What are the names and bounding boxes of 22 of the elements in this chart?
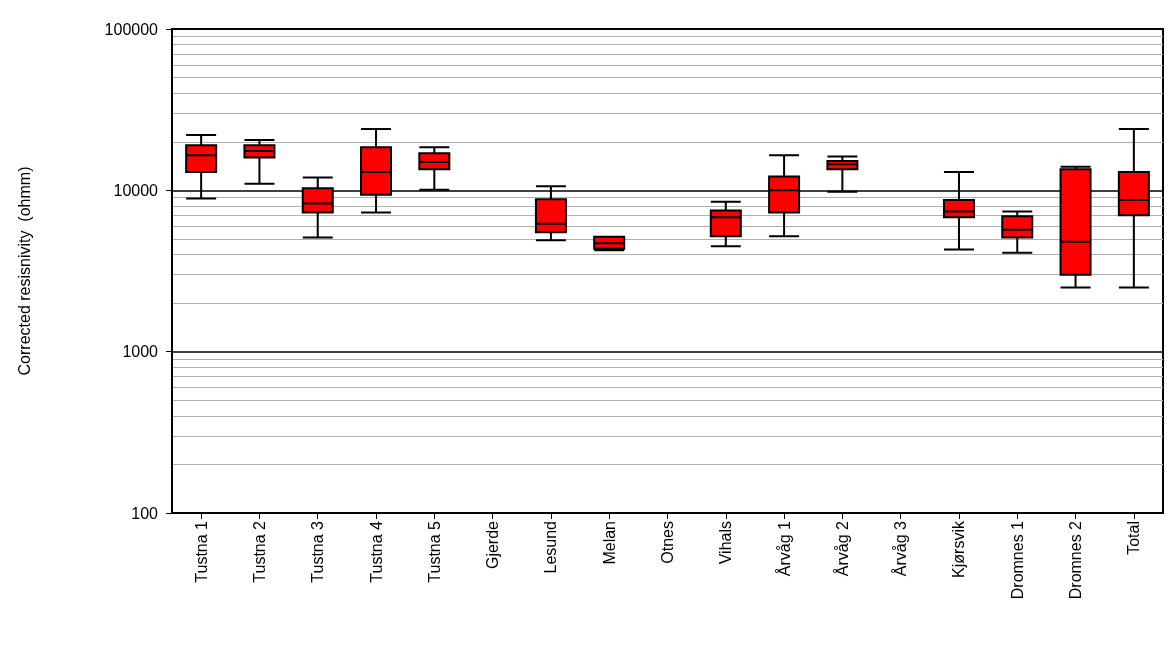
- x-tick-label: Total: [1125, 521, 1143, 555]
- y-tick-label: 100000: [104, 20, 159, 38]
- x-tick-label: Tustna 1: [192, 520, 210, 583]
- x-tick-label: Gjerde: [484, 520, 502, 570]
- x-tick-label: Melan: [600, 521, 618, 565]
- x-tick-label: Dromnes 2: [1067, 520, 1085, 600]
- x-tick-label: Tustna 4: [367, 520, 385, 583]
- y-tick-label: 1000: [122, 343, 159, 361]
- x-tick-label: Årvåg 3: [891, 520, 910, 577]
- x-tick-label: Tustna 5: [425, 520, 443, 583]
- x-tick-label: Lesund: [542, 521, 560, 574]
- x-tick-label: Kjørsvik: [950, 520, 968, 578]
- y-tick-label: 10000: [113, 181, 159, 199]
- x-tick-label: Tustna 3: [309, 520, 327, 583]
- x-tick-label: Vihals: [717, 521, 735, 565]
- x-tick-label: Årvåg 2: [832, 520, 851, 577]
- x-tick-label: Otnes: [659, 521, 676, 564]
- x-tick-label: Årvåg 1: [774, 520, 793, 577]
- y-axis-title: Corrected resisnivity (ohmm): [15, 166, 33, 376]
- x-tick-label: Dromnes 1: [1008, 520, 1026, 600]
- y-tick-label: 100: [131, 504, 159, 522]
- x-tick-label: Tustna 2: [250, 520, 268, 583]
